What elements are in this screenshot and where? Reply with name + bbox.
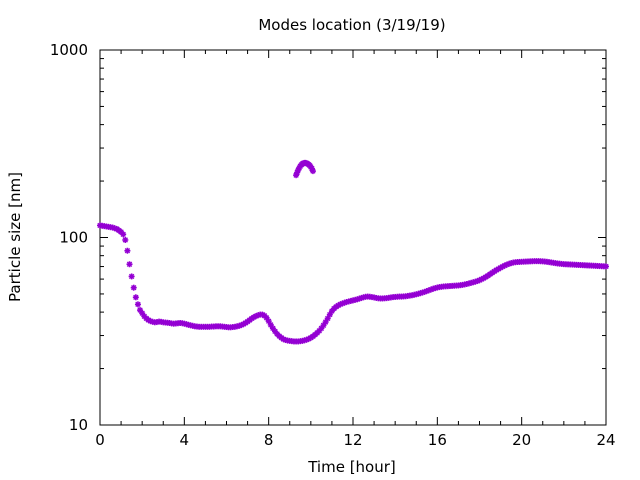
data-point-stroke xyxy=(139,310,145,316)
data-point-stroke xyxy=(603,263,609,270)
data-point xyxy=(124,247,131,254)
data-point-stroke xyxy=(265,318,272,324)
data-point xyxy=(269,325,276,332)
x-tick-label: 20 xyxy=(512,431,531,449)
data-point-stroke xyxy=(133,294,139,300)
plot-frame xyxy=(99,49,607,426)
data-points xyxy=(97,159,609,345)
data-point xyxy=(134,301,141,308)
axis-ticks xyxy=(99,49,607,426)
x-tick-label: 4 xyxy=(180,431,190,449)
y-axis-title: Particle size [nm] xyxy=(6,172,24,302)
y-tick-label: 10 xyxy=(69,416,88,434)
x-tick-label: 24 xyxy=(596,431,615,449)
data-point xyxy=(120,231,127,238)
data-point-stroke xyxy=(137,307,143,313)
data-point-stroke xyxy=(131,284,137,291)
data-point-stroke xyxy=(272,328,278,335)
x-axis-title: Time [hour] xyxy=(307,458,396,476)
plot-border xyxy=(99,49,607,426)
data-point-stroke xyxy=(126,261,133,267)
data-point xyxy=(603,263,609,270)
data-point-stroke xyxy=(124,248,131,254)
data-point-stroke xyxy=(118,229,124,235)
data-point-stroke xyxy=(128,273,135,280)
data-point-stroke xyxy=(270,325,276,331)
chart-title: Modes location (3/19/19) xyxy=(258,16,445,34)
y-tick-label: 100 xyxy=(59,229,88,247)
data-point-stroke xyxy=(310,168,316,174)
x-tick-label: 8 xyxy=(264,431,274,449)
data-point-stroke xyxy=(135,301,141,308)
x-tick-label: 16 xyxy=(428,431,447,449)
data-point-stroke xyxy=(120,231,126,238)
data-point xyxy=(130,284,137,291)
data-point xyxy=(122,236,129,243)
data-point-stroke xyxy=(263,315,270,321)
data-point xyxy=(128,273,135,280)
data-point-stroke xyxy=(309,165,315,172)
data-point xyxy=(126,261,133,268)
y-tick-label: 1000 xyxy=(50,41,88,59)
data-point-stroke xyxy=(122,237,128,243)
data-point xyxy=(309,168,316,175)
x-tick-label: 0 xyxy=(95,431,105,449)
axis-tick-labels: 0 4 8 12 16 20 24 10 100 1000 xyxy=(50,41,616,449)
data-point-stroke xyxy=(268,322,274,328)
data-point xyxy=(132,294,139,301)
x-tick-label: 12 xyxy=(343,431,362,449)
